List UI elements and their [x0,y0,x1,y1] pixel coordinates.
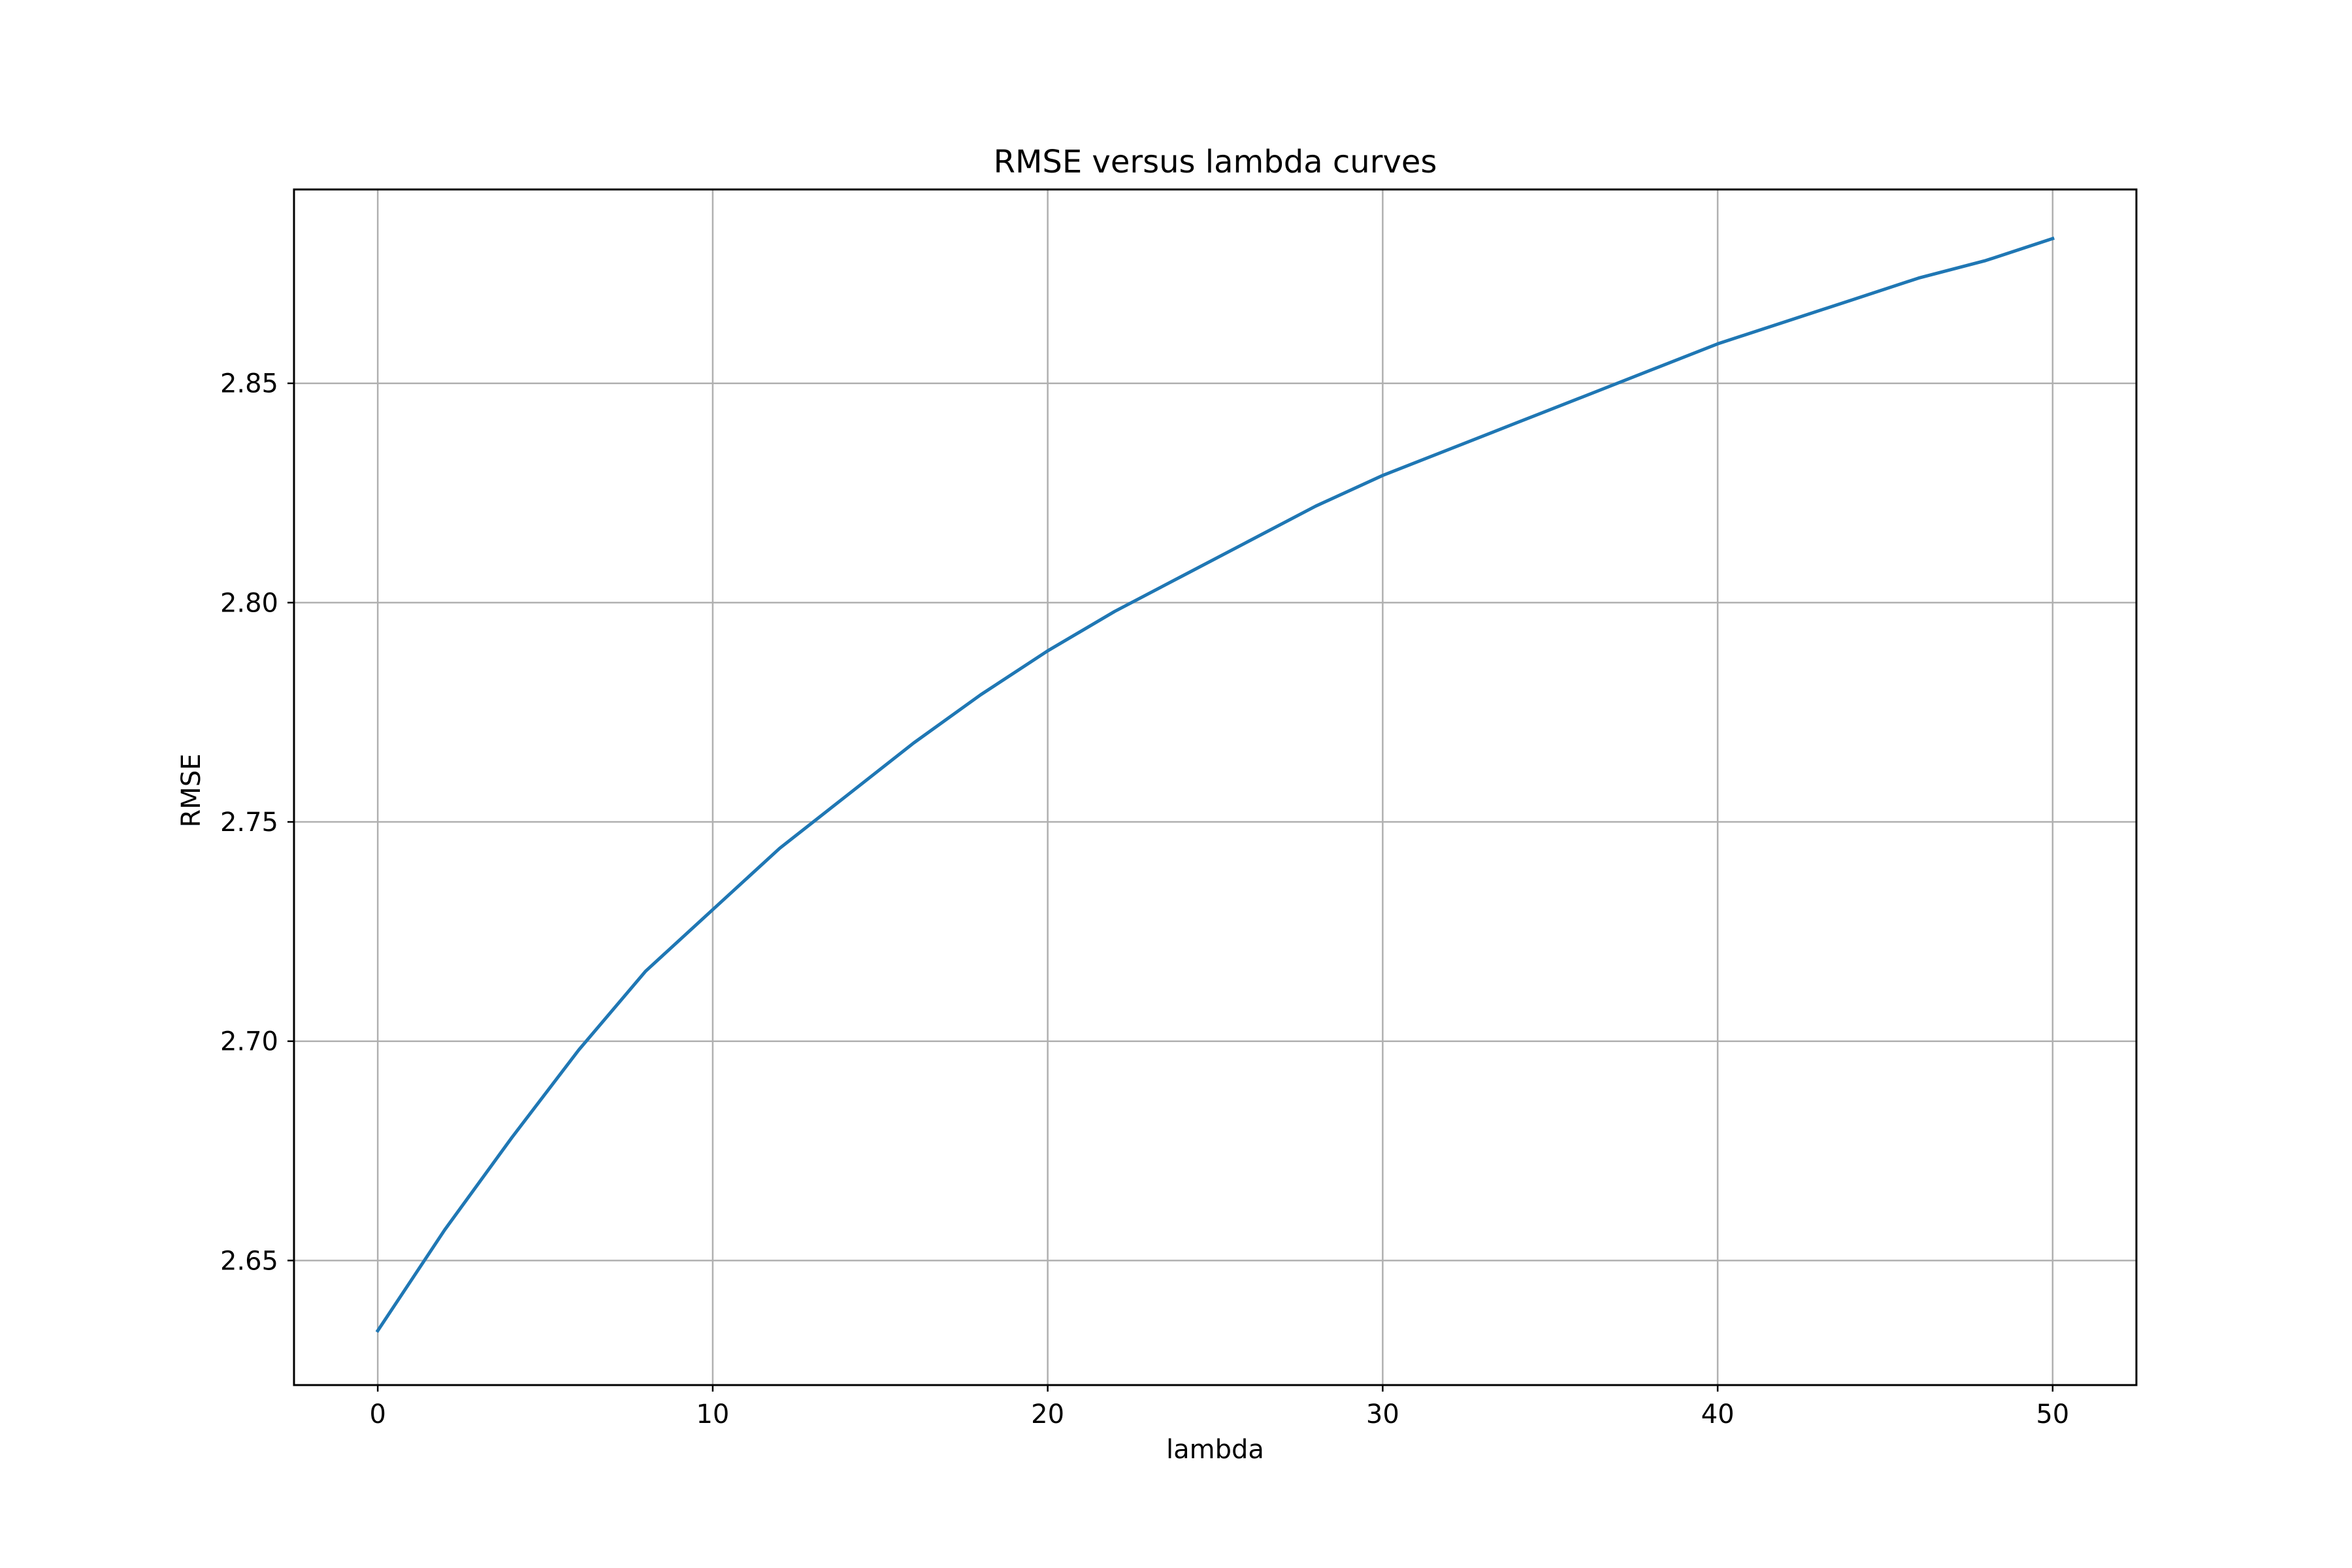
x-tick-label: 40 [1701,1399,1735,1429]
series-line [375,237,2055,1333]
chart-title: RMSE versus lambda curves [994,144,1437,180]
x-tick-label: 10 [696,1399,729,1429]
y-tick-label: 2.70 [220,1027,278,1057]
y-tick-label: 2.75 [220,808,278,838]
x-tick-label: 50 [2036,1399,2069,1429]
tick-layer: 0 10 20 30 40 50 2.65 2.70 2.75 2.80 2.85 [220,369,2069,1429]
x-axis-label: lambda [1166,1435,1264,1465]
x-tick-label: 20 [1031,1399,1064,1429]
grid-layer [294,189,2136,1385]
y-axis-label: RMSE [176,754,206,828]
y-tick-label: 2.80 [220,588,278,618]
x-tick-label: 0 [369,1399,385,1429]
x-tick-label: 30 [1366,1399,1399,1429]
y-tick-label: 2.85 [220,369,278,399]
series-layer [375,237,2055,1333]
y-tick-label: 2.65 [220,1246,278,1276]
plot-frame [293,188,2138,1386]
